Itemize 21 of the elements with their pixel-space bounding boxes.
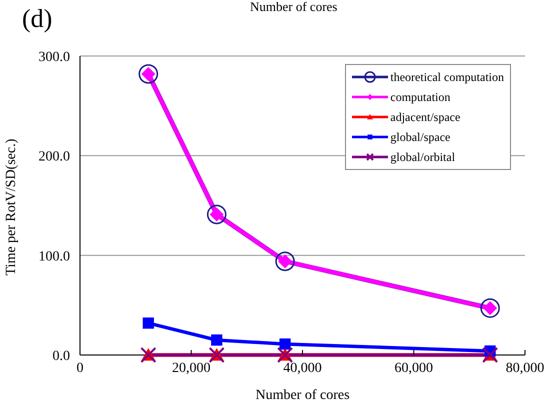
legend-label: global/orbital — [390, 150, 456, 164]
x-axis-title: Number of cores — [255, 388, 350, 401]
chart-title: (d) — [22, 4, 52, 34]
point — [211, 334, 222, 346]
y-tick-label: 200.0 — [38, 150, 70, 165]
x-tick-label: 60,000 — [394, 360, 433, 376]
point — [142, 318, 154, 329]
point — [279, 338, 291, 350]
y-axis-title: Time per RotV/SD(sec.) — [4, 138, 19, 276]
legend-label: global/space — [390, 130, 450, 144]
legend-label: computation — [390, 90, 450, 104]
legend-label: theoretical computation — [390, 70, 504, 84]
x-tick-label: 40,000 — [283, 360, 322, 376]
x-tick-label: 80,000 — [506, 360, 544, 376]
y-tick-label: 300.0 — [38, 50, 70, 65]
legend-label: adjacent/space — [390, 110, 460, 124]
x-tick-label: 0 — [76, 360, 84, 376]
x-tick-label: 20,000 — [172, 360, 210, 376]
y-tick-label: 0.0 — [52, 348, 70, 364]
y-tick-label: 100.0 — [38, 249, 70, 264]
text: Number of cores — [250, 0, 338, 14]
